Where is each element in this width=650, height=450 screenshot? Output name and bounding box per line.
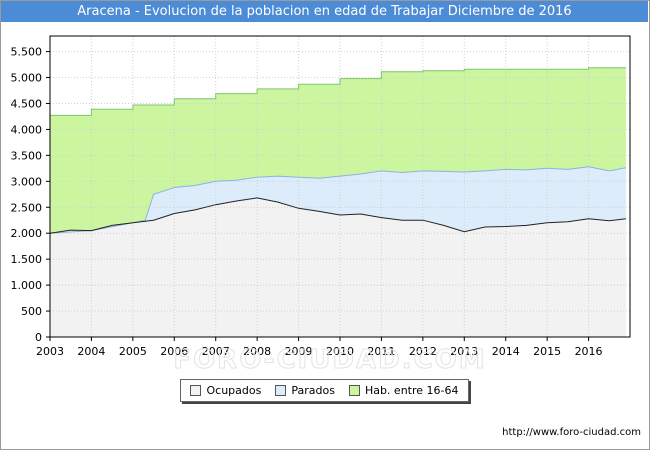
area-ocupados	[50, 197, 626, 337]
x-tick-label: 2005	[119, 345, 147, 358]
y-tick-label: 4.500	[11, 97, 43, 110]
y-tick-label: 3.000	[11, 175, 43, 188]
legend-item-ocupados: Ocupados	[190, 384, 261, 397]
watermark-text: FORO-CIUDAD.COM	[173, 345, 486, 375]
x-tick-label: 2010	[326, 345, 354, 358]
x-tick-label: 2011	[367, 345, 395, 358]
x-tick-label: 2009	[285, 345, 313, 358]
y-tick-label: 2.000	[11, 227, 43, 240]
y-tick-label: 500	[21, 305, 42, 318]
legend-label-ocupados: Ocupados	[206, 384, 262, 397]
line-parados	[49, 166, 626, 234]
x-tick-label: 2016	[575, 345, 603, 358]
y-tick-label: 4.000	[11, 123, 43, 136]
x-tick-label: 2007	[202, 345, 230, 358]
x-tick-label: 2013	[450, 345, 478, 358]
y-tick-label: 0	[35, 331, 42, 344]
legend-swatch-ocupados	[190, 385, 202, 396]
legend-label-hab: Hab. entre 16-64	[364, 384, 459, 397]
y-tick-label: 2.500	[11, 201, 43, 214]
legend-item-hab: Hab. entre 16-64	[348, 384, 459, 397]
line-hab	[50, 67, 626, 116]
y-tick-label: 5.000	[11, 72, 43, 85]
legend-swatch-parados	[275, 385, 287, 396]
y-tick-label: 5.500	[11, 46, 43, 59]
x-tick-label: 2014	[492, 345, 520, 358]
y-tick-label: 3.500	[11, 149, 43, 162]
legend-label-parados: Parados	[291, 384, 335, 397]
x-tick-label: 2008	[243, 345, 271, 358]
y-tick-label: 1.000	[11, 279, 43, 292]
footer-url: http://www.foro-ciudad.com	[502, 427, 641, 438]
x-tick-label: 2015	[533, 345, 561, 358]
y-tick-label: 1.500	[11, 253, 43, 266]
x-tick-label: 2003	[36, 345, 64, 358]
legend-swatch-hab	[348, 385, 360, 396]
legend-item-parados: Parados	[275, 384, 335, 397]
line-ocupados	[49, 197, 626, 234]
chart-legend: Ocupados Parados Hab. entre 16-64	[180, 379, 469, 402]
x-tick-label: 2004	[77, 345, 105, 358]
chart-title: Aracena - Evolucion de la poblacion en e…	[1, 1, 648, 22]
x-tick-label: 2006	[160, 345, 188, 358]
x-tick-label: 2012	[409, 345, 437, 358]
